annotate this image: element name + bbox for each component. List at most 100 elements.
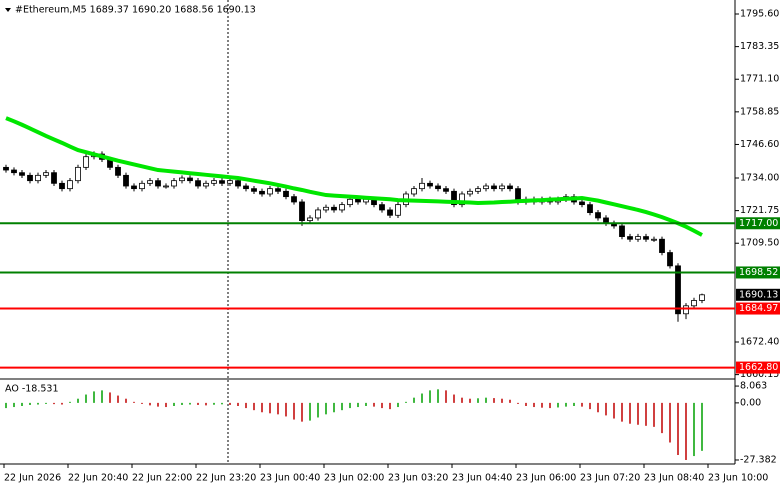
candle-body — [115, 166, 121, 176]
candle-body — [227, 180, 233, 184]
candle-body — [163, 185, 169, 188]
y-tick-label: 1734.00 — [740, 173, 779, 184]
candle-body — [331, 206, 337, 211]
candle-body — [683, 305, 689, 315]
candle-body — [251, 188, 257, 192]
candle-body — [83, 156, 89, 168]
candle-body — [419, 182, 425, 190]
candle-body — [203, 182, 209, 187]
candle-body — [507, 185, 513, 190]
candle-body — [459, 193, 465, 206]
x-tick-label: 23 Jun 02:00 — [324, 473, 384, 484]
candle-body — [467, 190, 473, 195]
candle-body — [499, 185, 505, 190]
candle-body — [123, 174, 129, 187]
ao-tick-label: 0.00 — [740, 397, 761, 408]
candle-body — [411, 188, 417, 195]
level-label: 1684.97 — [739, 303, 778, 314]
x-tick-label: 22 Jun 22:00 — [132, 473, 192, 484]
candle-body — [387, 209, 393, 216]
candle-body — [475, 188, 481, 192]
candle-body — [579, 201, 585, 206]
candle-body — [219, 180, 225, 184]
price-label: 1690.13 — [739, 289, 778, 300]
candle-body — [283, 190, 289, 198]
candle-body — [427, 182, 433, 187]
candle-body — [355, 198, 361, 203]
candle-body — [211, 180, 217, 184]
candle-body — [275, 188, 281, 192]
candle-body — [147, 180, 153, 184]
x-tick-label: 23 Jun 04:40 — [452, 473, 512, 484]
candle-body — [635, 236, 641, 240]
candle-body — [187, 177, 193, 182]
candle-body — [267, 188, 273, 195]
x-tick-label: 23 Jun 00:40 — [260, 473, 320, 484]
candle-body — [379, 204, 385, 211]
candle-body — [491, 185, 497, 190]
candle-body — [347, 198, 353, 206]
x-tick-label: 22 Jun 2026 — [4, 473, 61, 484]
candle-body — [43, 172, 49, 176]
candle-body — [587, 204, 593, 214]
candle-body — [59, 182, 65, 190]
candle-body — [659, 238, 665, 253]
moving-average — [5, 116, 703, 237]
level-label: 1698.52 — [739, 267, 778, 278]
candle-body — [19, 172, 25, 176]
level-tag — [736, 217, 780, 230]
candle-body — [643, 236, 649, 240]
candle-body — [51, 172, 57, 184]
candle-body — [691, 300, 697, 307]
menu-triangle — [5, 8, 11, 12]
candle-body — [339, 204, 345, 211]
x-tick-label: 23 Jun 03:20 — [388, 473, 448, 484]
x-tick-label: 22 Jun 23:20 — [196, 473, 256, 484]
level-tag — [736, 361, 780, 374]
candle-body — [291, 196, 297, 203]
candle-body — [483, 185, 489, 190]
candle-body — [67, 180, 73, 190]
x-tick-label: 23 Jun 06:00 — [516, 473, 576, 484]
candle-body — [699, 294, 705, 301]
candle-body — [435, 185, 441, 190]
price-tag — [736, 288, 780, 301]
ao-label: AO -18.531 — [5, 384, 59, 395]
x-tick-label: 23 Jun 07:20 — [580, 473, 640, 484]
x-tick-label: 23 Jun 08:40 — [644, 473, 704, 484]
y-tick-label: 1771.10 — [740, 74, 779, 85]
candle-body — [595, 212, 601, 219]
y-tick-label: 1783.35 — [740, 41, 779, 52]
chart-title: #Ethereum,M5 1689.37 1690.20 1688.56 169… — [15, 5, 256, 16]
candle-body — [235, 180, 241, 187]
candle-body — [75, 166, 81, 182]
candle-body — [27, 174, 33, 182]
level-label: 1717.00 — [739, 218, 778, 229]
candle-body — [451, 190, 457, 206]
candle-body — [395, 204, 401, 216]
candle-body — [35, 174, 41, 182]
level-tag — [736, 266, 780, 279]
candle-body — [675, 265, 681, 315]
candle-body — [307, 217, 313, 222]
y-tick-label: 1709.50 — [740, 238, 779, 249]
candle-body — [667, 252, 673, 267]
y-tick-label: 1721.75 — [740, 205, 779, 216]
candle-body — [651, 238, 657, 241]
x-tick-label: 23 Jun 10:00 — [708, 473, 768, 484]
candle-body — [179, 177, 185, 182]
ao-tick-label: -27.382 — [740, 454, 777, 465]
candle-body — [259, 190, 265, 195]
candle-body — [11, 169, 17, 174]
candle-body — [171, 180, 177, 187]
candle-body — [443, 188, 449, 192]
candle-body — [323, 206, 329, 211]
x-tick-label: 22 Jun 20:40 — [68, 473, 128, 484]
ao-tick-label: 8.063 — [740, 381, 767, 392]
candle-body — [299, 201, 305, 222]
y-tick-label: 1660.15 — [740, 369, 779, 380]
level-label: 1662.80 — [739, 362, 778, 373]
level-tag — [736, 302, 780, 315]
candle-body — [195, 180, 201, 187]
